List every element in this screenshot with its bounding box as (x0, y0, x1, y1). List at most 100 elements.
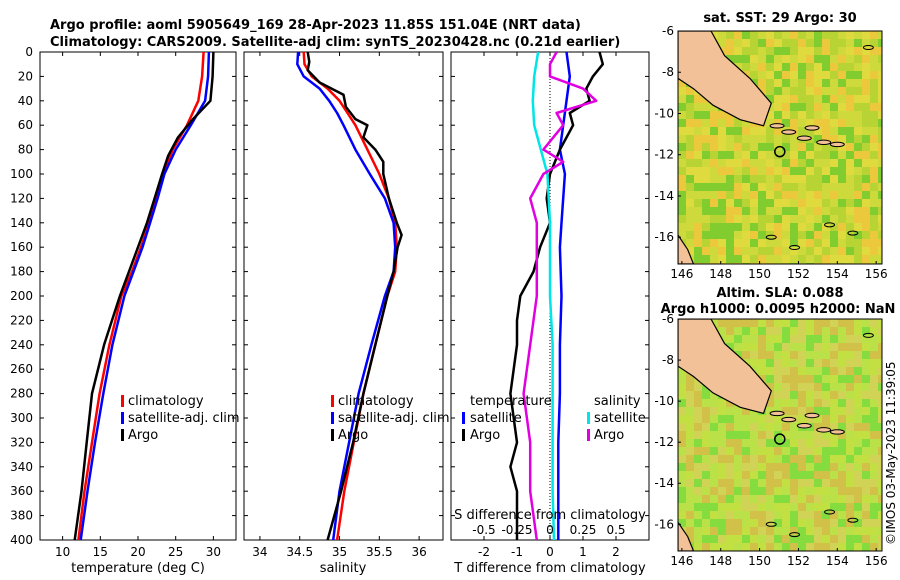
map-cell (686, 127, 694, 135)
map-cell (862, 111, 870, 119)
map-cell (790, 39, 798, 47)
map-cell (678, 135, 686, 143)
map-cell (782, 255, 790, 263)
map-cell (750, 199, 758, 207)
map-cell (774, 327, 782, 335)
map-cell (814, 71, 822, 79)
map-cell (686, 167, 694, 175)
map-cell (750, 495, 758, 503)
lat-tick-label: -14 (654, 189, 674, 203)
map-cell (710, 143, 718, 151)
map-cell (734, 247, 742, 255)
map-cell (782, 463, 790, 471)
map-cell (814, 359, 822, 367)
map-cell (694, 175, 702, 183)
map-cell (870, 215, 878, 223)
map-cell (750, 359, 758, 367)
map-cell (678, 127, 686, 135)
map-cell (830, 239, 838, 247)
map-cell (870, 383, 878, 391)
map-cell (766, 127, 774, 135)
map-cell (870, 247, 878, 255)
map-cell (726, 159, 734, 167)
map-cell (870, 511, 878, 519)
map-cell (830, 391, 838, 399)
map-cell (726, 495, 734, 503)
map-cell (790, 367, 798, 375)
map-cell (726, 39, 734, 47)
map-cell (758, 159, 766, 167)
map-cell (686, 103, 694, 111)
map-cell (758, 439, 766, 447)
map-cell (846, 447, 854, 455)
map-cell (766, 527, 774, 535)
map-cell (806, 103, 814, 111)
reef (847, 517, 859, 523)
map-cell (742, 351, 750, 359)
map-cell (766, 455, 774, 463)
map-cell (766, 215, 774, 223)
map-cell (726, 343, 734, 351)
map-cell (846, 399, 854, 407)
map-cell (678, 479, 686, 487)
map-cell (862, 103, 870, 111)
map-cell (870, 111, 878, 119)
map-cell (854, 319, 862, 327)
legend-swatch-temp-argo (462, 429, 465, 441)
map-cell (846, 239, 854, 247)
map-cell (798, 495, 806, 503)
map-cell (694, 119, 702, 127)
map-cell (830, 39, 838, 47)
map-cell (838, 31, 846, 39)
map-cell (718, 231, 726, 239)
map-cell (686, 111, 694, 119)
map-cell (838, 399, 846, 407)
map-cell (726, 31, 734, 39)
map-cell (790, 71, 798, 79)
figure-title-line-1: Argo profile: aoml 5905649_169 28-Apr-20… (50, 18, 581, 33)
map-cell (814, 495, 822, 503)
map-cell (710, 135, 718, 143)
map-cell (854, 447, 862, 455)
map-cell (742, 255, 750, 263)
map-cell (718, 215, 726, 223)
map-cell (862, 127, 870, 135)
map-cell (678, 231, 686, 239)
x2-tick-label: 0.5 (606, 523, 625, 537)
map-cell (838, 47, 846, 55)
map-cell (854, 207, 862, 215)
map-cell (710, 495, 718, 503)
island (781, 416, 797, 423)
map-cell (814, 215, 822, 223)
map-cell (790, 351, 798, 359)
map-cell (726, 47, 734, 55)
map-cell (766, 511, 774, 519)
map-cell (726, 519, 734, 527)
map-cell (806, 215, 814, 223)
map-cell (814, 55, 822, 63)
map-cell (806, 495, 814, 503)
map-cell (854, 87, 862, 95)
map-cell (790, 327, 798, 335)
map-cell (694, 431, 702, 439)
map-cell (750, 47, 758, 55)
map-cell (854, 511, 862, 519)
map-cell (742, 479, 750, 487)
map-cell (710, 527, 718, 535)
map-cell (726, 143, 734, 151)
map-cell (838, 191, 846, 199)
land-new-guinea (678, 31, 772, 127)
map-cell (814, 199, 822, 207)
map-cell (758, 31, 766, 39)
map-cell (822, 543, 830, 551)
map-cell (718, 455, 726, 463)
map-cell (862, 511, 870, 519)
map-cell (854, 535, 862, 543)
map-cell (750, 335, 758, 343)
map-cell (726, 535, 734, 543)
island (769, 123, 785, 129)
map-cell (814, 375, 822, 383)
map-cell (678, 487, 686, 495)
map-cell (862, 335, 870, 343)
map-cell (774, 39, 782, 47)
